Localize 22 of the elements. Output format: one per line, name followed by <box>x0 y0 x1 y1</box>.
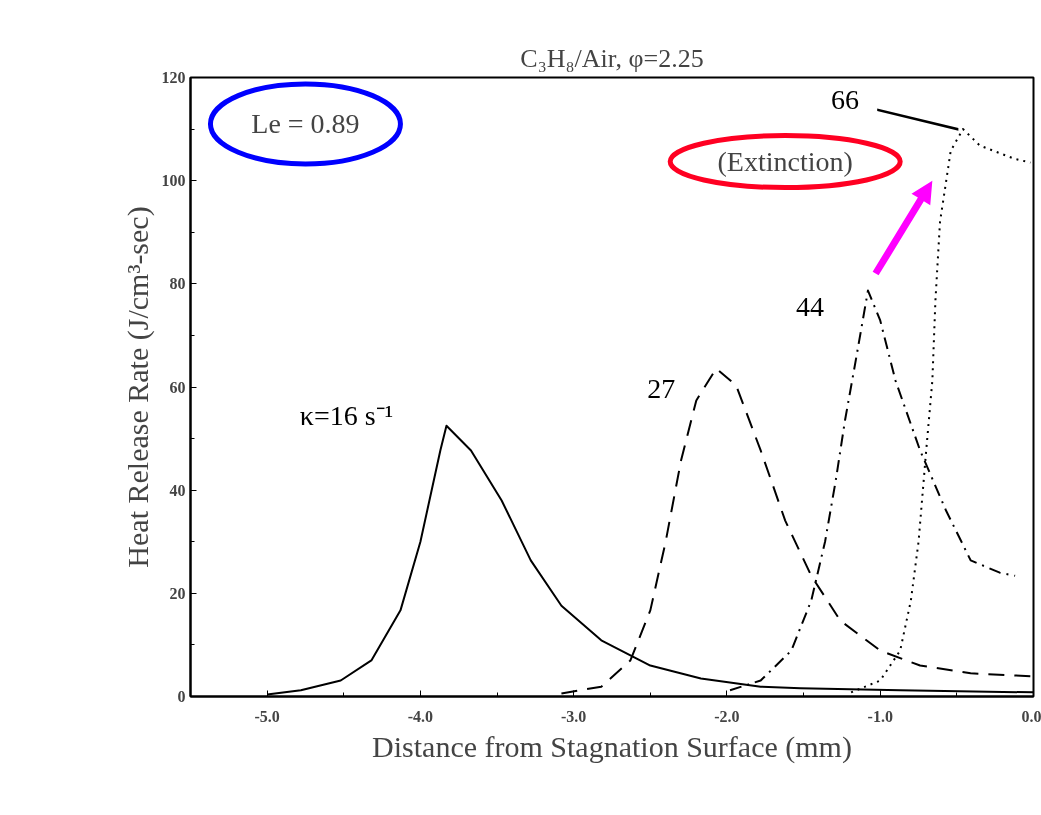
x-tick-label: -2.0 <box>714 707 740 725</box>
annotation: Le = 0.89 <box>251 108 360 140</box>
x-axis-title: Distance from Stagnation Surface (mm) <box>372 729 852 764</box>
y-tick-label: 60 <box>169 378 186 396</box>
chart-title: C₃H₈/Air, φ=2.25 <box>520 43 704 73</box>
x-tick-label: -3.0 <box>561 707 587 725</box>
y-tick-label: 40 <box>169 481 186 499</box>
x-tick-label: 0.0 <box>1021 707 1041 725</box>
series-label: 44 <box>795 290 824 322</box>
annotation: (Extinction) <box>717 146 853 178</box>
y-tick-label: 80 <box>169 275 186 293</box>
y-tick-label: 100 <box>161 172 186 190</box>
x-tick-label: -1.0 <box>867 707 893 725</box>
y-tick-label: 20 <box>169 584 186 602</box>
y-axis-title: Heat Release Rate (J/cm³-sec) <box>120 206 155 568</box>
y-tick-label: 120 <box>161 69 186 86</box>
x-tick-label: -5.0 <box>254 707 280 725</box>
text: 66 <box>830 84 859 116</box>
x-tick-label: -4.0 <box>407 707 434 725</box>
series-label: κ=16 s⁻¹ <box>299 399 394 431</box>
y-tick-label: 0 <box>177 688 186 705</box>
series-label: 27 <box>647 373 676 405</box>
